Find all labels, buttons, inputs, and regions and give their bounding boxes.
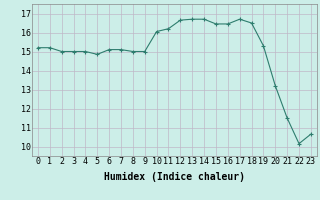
X-axis label: Humidex (Indice chaleur): Humidex (Indice chaleur)	[104, 172, 245, 182]
